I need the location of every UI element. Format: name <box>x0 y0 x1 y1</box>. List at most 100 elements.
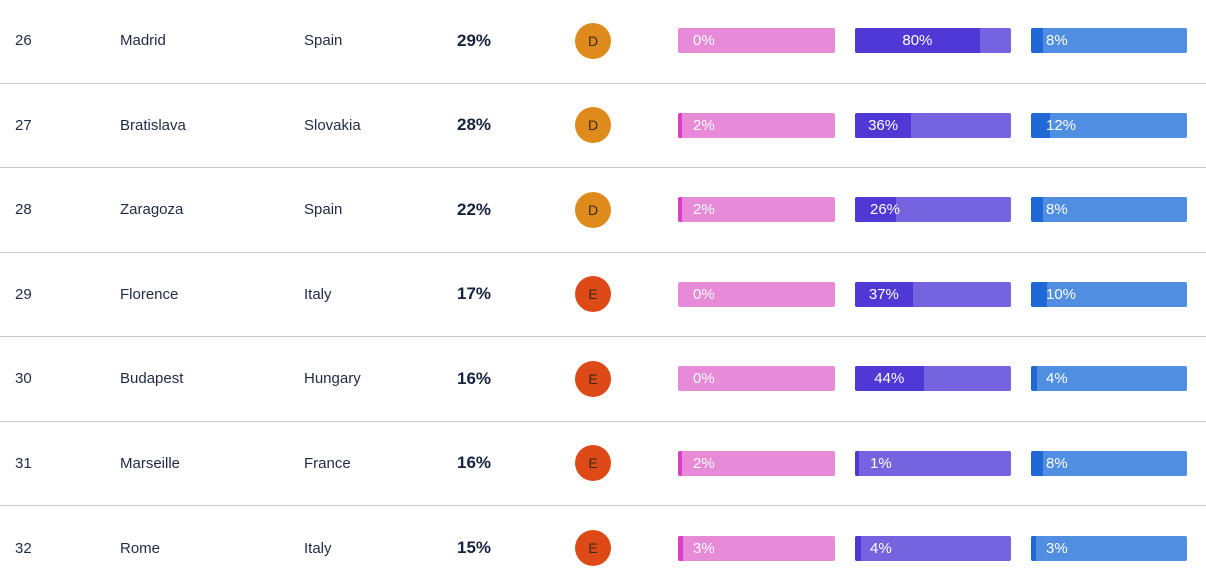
metric-2-bar: 44% <box>855 366 1011 392</box>
metric-1-fill <box>678 450 682 476</box>
grade-badge: D <box>575 22 611 59</box>
table-row[interactable]: 27 Bratislava Slovakia 28% D 2% 36% 12% <box>0 84 1206 168</box>
metric-2-bar: 80% <box>855 28 1011 54</box>
metric-1-label: 3% <box>693 539 715 557</box>
metric-3-label: 3% <box>1046 539 1068 557</box>
metric-2-bar: 36% <box>855 112 1011 138</box>
country-cell: Spain <box>304 32 343 50</box>
country-cell: Italy <box>304 539 332 557</box>
metric-3-bar: 3% <box>1031 535 1187 561</box>
metric-2-bar: 37% <box>855 281 1011 307</box>
grade-badge: E <box>575 276 611 313</box>
metric-1-bar: 2% <box>678 112 835 138</box>
city-cell: Rome <box>120 539 161 557</box>
metric-2-label: 4% <box>870 539 892 557</box>
metric-3-label: 12% <box>1046 116 1077 134</box>
score-cell: 28% <box>457 115 492 135</box>
table-row[interactable]: 26 Madrid Spain 29% D 0% 80% 8% <box>0 0 1206 84</box>
grade-badge: E <box>575 530 611 567</box>
city-cell: Zaragoza <box>120 201 184 219</box>
metric-2-label: 36% <box>868 116 899 134</box>
metric-2-fill <box>855 535 862 561</box>
table-row[interactable]: 28 Zaragoza Spain 22% D 2% 26% 8% <box>0 168 1206 253</box>
metric-3-fill <box>1031 366 1038 392</box>
rank-cell: 30 <box>15 370 32 388</box>
metric-3-fill <box>1031 535 1036 561</box>
metric-1-bar: 0% <box>678 281 835 307</box>
metric-2-fill <box>855 112 912 138</box>
score-cell: 29% <box>457 30 492 50</box>
country-cell: Italy <box>304 285 332 303</box>
metric-2-bar: 26% <box>855 197 1011 223</box>
metric-2-label: 26% <box>870 201 901 219</box>
metric-1-label: 0% <box>693 370 715 388</box>
score-cell: 16% <box>457 368 492 388</box>
metric-1-bar: 0% <box>678 28 835 54</box>
metric-2-bar: 4% <box>855 535 1011 561</box>
country-cell: Spain <box>304 201 343 219</box>
metric-2-bar: 1% <box>855 450 1011 476</box>
metric-2-fill <box>855 450 859 476</box>
rank-cell: 27 <box>15 116 32 134</box>
metric-3-fill <box>1031 450 1044 476</box>
metric-2-fill <box>855 281 913 307</box>
table-row[interactable]: 32 Rome Italy 15% E 3% 4% 3% <box>0 506 1206 585</box>
metric-1-fill <box>678 112 682 138</box>
metric-3-bar: 8% <box>1031 197 1187 223</box>
country-cell: Hungary <box>304 370 361 388</box>
metric-1-bar: 2% <box>678 450 835 476</box>
score-cell: 16% <box>457 453 492 473</box>
metric-3-bar: 12% <box>1031 112 1187 138</box>
rank-cell: 32 <box>15 539 32 557</box>
rank-cell: 31 <box>15 454 32 472</box>
metric-3-fill <box>1031 197 1044 223</box>
grade-badge: E <box>575 445 611 482</box>
metric-1-label: 2% <box>693 116 715 134</box>
metric-3-label: 10% <box>1046 285 1077 303</box>
rank-cell: 28 <box>15 201 32 219</box>
score-cell: 17% <box>457 284 492 304</box>
metric-3-fill <box>1031 112 1050 138</box>
metric-1-bar: 2% <box>678 197 835 223</box>
metric-3-label: 8% <box>1046 32 1068 50</box>
metric-2-label: 80% <box>902 32 933 50</box>
city-cell: Florence <box>120 285 179 303</box>
metric-3-bar: 8% <box>1031 450 1187 476</box>
rank-cell: 29 <box>15 285 32 303</box>
metric-1-label: 0% <box>693 32 715 50</box>
metric-3-fill <box>1031 28 1044 54</box>
metric-1-fill <box>678 535 683 561</box>
metric-2-fill <box>855 197 896 223</box>
metric-3-bar: 4% <box>1031 366 1187 392</box>
score-cell: 22% <box>457 199 492 219</box>
score-cell: 15% <box>457 538 492 558</box>
metric-3-bar: 10% <box>1031 281 1187 307</box>
metric-1-bar: 3% <box>678 535 835 561</box>
table-row[interactable]: 29 Florence Italy 17% E 0% 37% 10% <box>0 253 1206 337</box>
metric-2-label: 44% <box>874 370 905 388</box>
grade-badge: D <box>575 191 611 228</box>
table-row[interactable]: 30 Budapest Hungary 16% E 0% 44% 4% <box>0 337 1206 422</box>
country-cell: Slovakia <box>304 116 361 134</box>
rank-cell: 26 <box>15 32 32 50</box>
city-cell: Bratislava <box>120 116 186 134</box>
grade-badge: D <box>575 107 611 144</box>
metric-3-label: 8% <box>1046 201 1068 219</box>
metric-1-bar: 0% <box>678 366 835 392</box>
metric-3-label: 8% <box>1046 454 1068 472</box>
city-cell: Madrid <box>120 32 166 50</box>
metric-2-fill <box>855 28 980 54</box>
metric-3-fill <box>1031 281 1047 307</box>
country-cell: France <box>304 454 351 472</box>
city-cell: Marseille <box>120 454 181 472</box>
city-cell: Budapest <box>120 370 184 388</box>
metric-1-label: 2% <box>693 454 715 472</box>
metric-2-label: 1% <box>870 454 892 472</box>
metric-3-bar: 8% <box>1031 28 1187 54</box>
metric-3-label: 4% <box>1046 370 1068 388</box>
metric-1-fill <box>678 197 682 223</box>
metric-2-label: 37% <box>868 285 899 303</box>
table-row[interactable]: 31 Marseille France 16% E 2% 1% 8% <box>0 422 1206 506</box>
grade-badge: E <box>575 360 611 397</box>
metric-1-label: 0% <box>693 285 715 303</box>
